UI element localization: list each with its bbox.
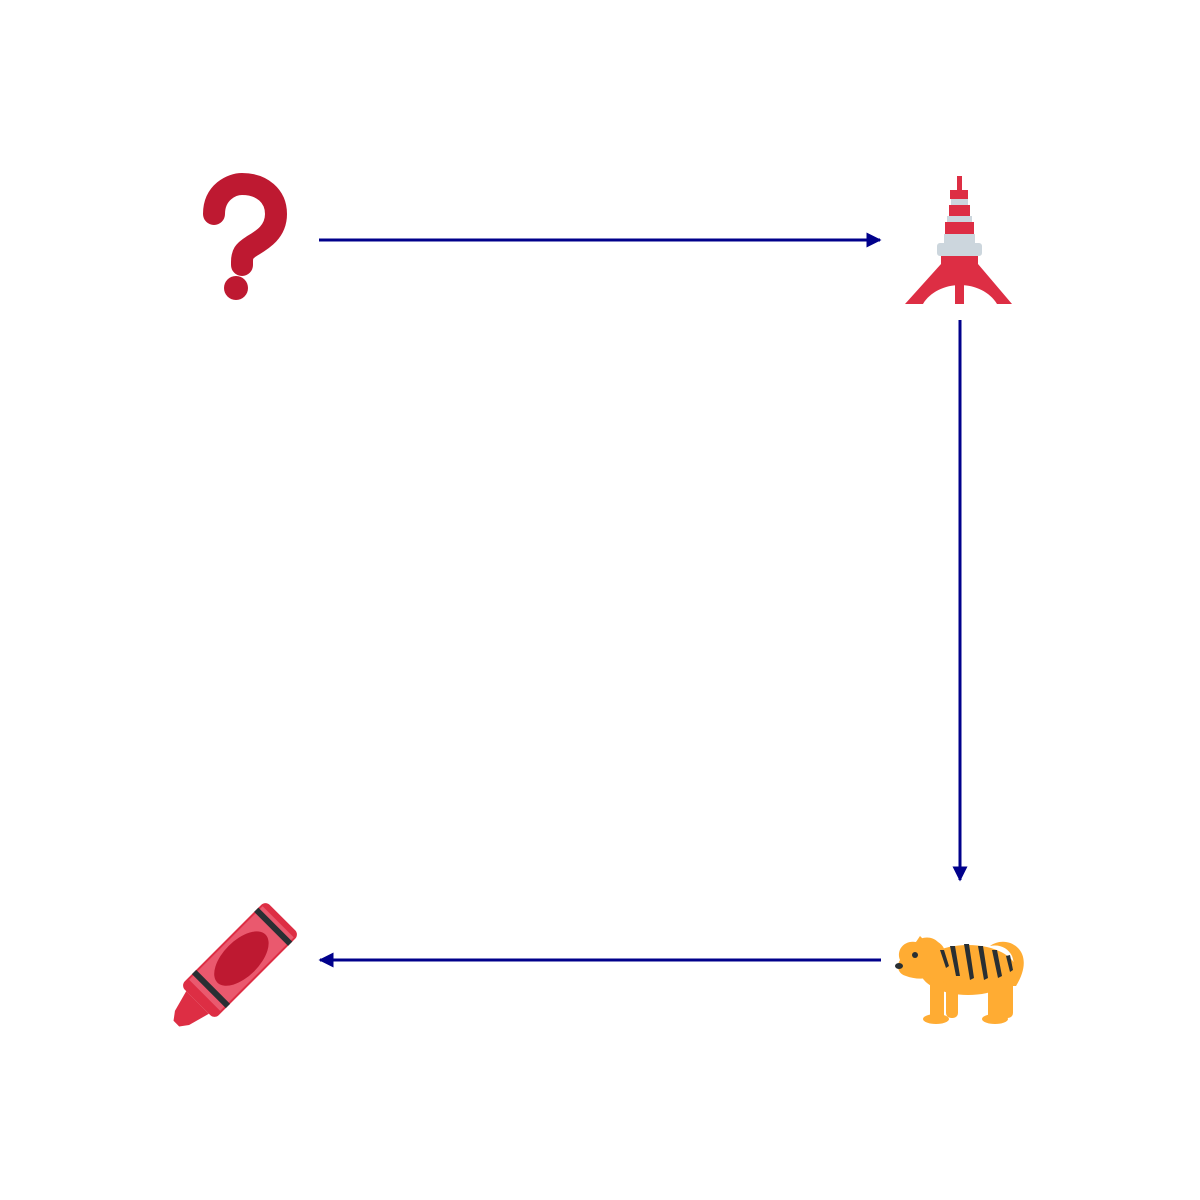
tiger-icon (895, 936, 1024, 1024)
question-mark-icon (203, 173, 287, 300)
crayon-icon (173, 903, 297, 1027)
tokyo-tower-icon (905, 176, 1012, 304)
